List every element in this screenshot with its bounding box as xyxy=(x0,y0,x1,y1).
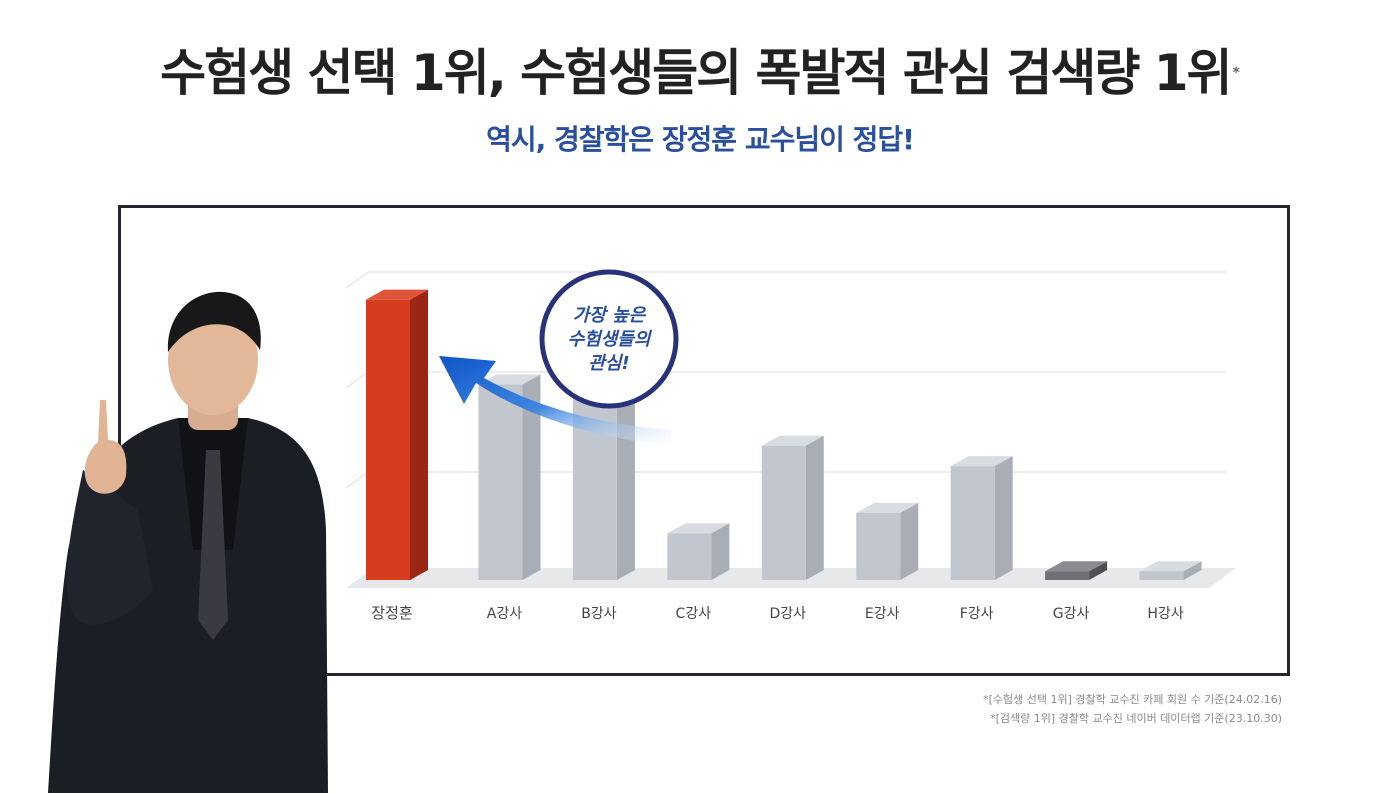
callout-line-1: 가장 높은 xyxy=(573,305,647,326)
headline: 수험생 선택 1위, 수험생들의 폭발적 관심 검색량 1위 * xyxy=(0,40,1400,106)
bar-front xyxy=(478,384,523,580)
bar-side xyxy=(1089,561,1108,580)
x-tick-label: A강사 xyxy=(487,606,522,622)
chart-bars xyxy=(366,289,1202,580)
callout-line-2: 수험생들의 xyxy=(568,329,653,350)
bar-D강사 xyxy=(761,435,824,580)
callout-line-3: 관심! xyxy=(588,353,629,374)
bar-top xyxy=(478,374,541,385)
bar-front xyxy=(856,512,901,580)
x-tick-label: G강사 xyxy=(1053,606,1090,622)
bar-F강사 xyxy=(950,456,1013,580)
bar-top xyxy=(366,289,428,300)
x-tick-label: E강사 xyxy=(865,606,900,622)
x-tick-label: D강사 xyxy=(770,606,807,622)
callout-circle xyxy=(539,269,679,409)
bar-side xyxy=(900,502,919,580)
callout-arrow xyxy=(439,356,671,446)
bar-side xyxy=(711,523,730,580)
grid-line-diagonal xyxy=(345,471,369,489)
pointing-hand xyxy=(84,400,127,494)
footnotes: *[수험생 선택 1위] 경찰학 교수진 카페 회원 수 기준(24.02.16… xyxy=(983,690,1282,728)
x-tick-label: 장정훈 xyxy=(371,604,412,622)
bar-side xyxy=(1183,561,1202,580)
bar-top xyxy=(950,456,1013,467)
callout-group: 가장 높은 수험생들의 관심! xyxy=(439,269,679,446)
bar-side xyxy=(616,380,635,580)
bar-front xyxy=(366,299,410,580)
bar-G강사 xyxy=(1045,561,1108,580)
hair xyxy=(167,291,261,352)
bar-top xyxy=(761,435,824,446)
x-tick-label: B강사 xyxy=(581,606,616,622)
bar-C강사 xyxy=(667,523,730,580)
bar-front xyxy=(761,445,806,580)
bar-side xyxy=(994,456,1013,580)
bar-top xyxy=(856,502,919,513)
bar-H강사 xyxy=(1139,561,1202,580)
grid-line-diagonal xyxy=(345,371,369,389)
x-tick-label: F강사 xyxy=(960,606,994,622)
tie xyxy=(198,450,228,640)
bar-side xyxy=(522,374,541,580)
bar-front xyxy=(667,533,712,580)
bar-A강사 xyxy=(478,374,541,580)
footnote-1: *[수험생 선택 1위] 경찰학 교수진 카페 회원 수 기준(24.02.16… xyxy=(983,693,1282,706)
raised-arm xyxy=(66,470,153,625)
bar-front xyxy=(1045,571,1090,580)
bar-E강사 xyxy=(856,502,919,580)
headline-footnote-mark: * xyxy=(1232,65,1240,81)
bar-front xyxy=(950,466,995,580)
bar-top xyxy=(667,523,730,534)
x-tick-label: C강사 xyxy=(676,606,712,622)
instructor-photo xyxy=(48,291,328,793)
head xyxy=(168,305,258,415)
chart-labels: 장정훈 A강사 B강사 C강사 D강사 E강사 F강사 G강사 H강사 xyxy=(371,604,1184,622)
bar-top xyxy=(1139,561,1202,572)
headline-text: 수험생 선택 1위, 수험생들의 폭발적 관심 검색량 1위 xyxy=(160,44,1232,102)
bar-B강사 xyxy=(572,380,635,580)
bar-top xyxy=(1045,561,1108,572)
bar-장정훈 xyxy=(366,289,428,580)
subheadline: 역시, 경찰학은 장정훈 교수님이 정답! xyxy=(486,123,915,156)
footnote-2: *[검색량 1위] 경찰학 교수진 네이버 데이터랩 기준(23.10.30) xyxy=(990,712,1282,725)
x-tick-label: H강사 xyxy=(1147,606,1183,622)
bar-front xyxy=(1139,571,1184,580)
bar-side xyxy=(805,435,824,580)
grid-line-diagonal xyxy=(345,271,369,289)
bar-chart: 장정훈 A강사 B강사 C강사 D강사 E강사 F강사 G강사 H강사 가장 높은 수험생들의 … xyxy=(345,269,1236,622)
bar-side xyxy=(410,289,428,580)
